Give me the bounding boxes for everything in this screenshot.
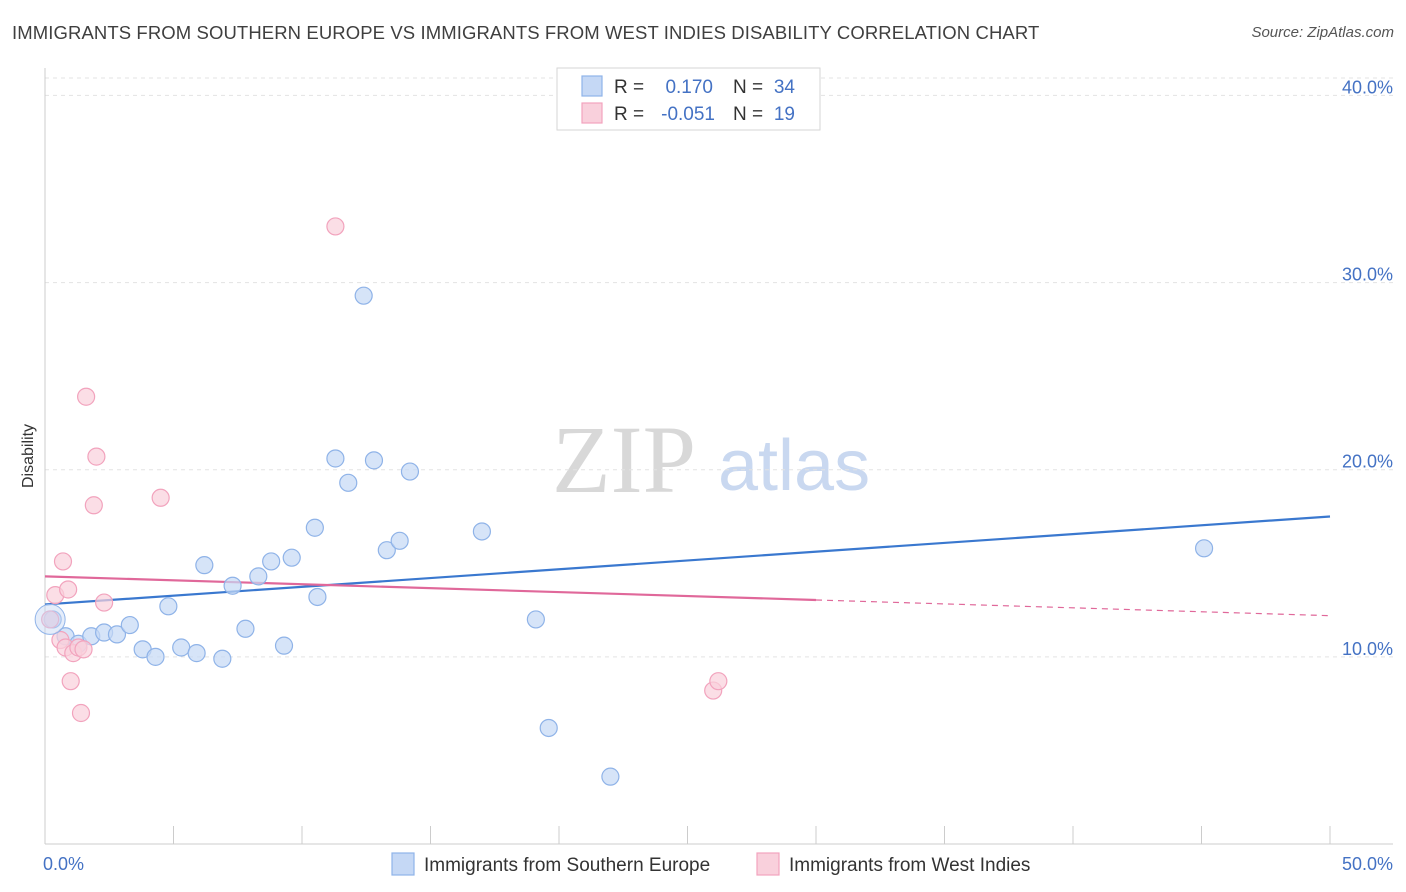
point-s0-19 — [282, 548, 301, 567]
stats-legend: R = 0.170 N = 34 R = -0.051 N = 19 — [556, 67, 821, 131]
point-s0-29 — [472, 522, 491, 541]
point-s1-5 — [59, 580, 78, 599]
point-s1-11 — [77, 387, 96, 406]
trend-line-1 — [44, 575, 817, 602]
point-s0-26 — [377, 541, 396, 560]
point-s0-28 — [400, 462, 420, 481]
point-s1-15 — [151, 488, 170, 507]
point-s0-32 — [601, 767, 620, 786]
trend-lines — [44, 515, 1331, 617]
y-tick-label-2: 30.0% — [1342, 265, 1393, 285]
point-s0-17 — [262, 552, 281, 571]
legend-r-value-1: -0.051 — [661, 104, 715, 125]
point-s0-23 — [339, 473, 358, 492]
point-s0-22 — [326, 449, 345, 468]
x-tick-label-1: 50.0% — [1342, 854, 1393, 874]
point-s0-24 — [354, 286, 373, 305]
trend-line-dashed-1 — [815, 599, 1331, 617]
point-s0-21 — [308, 587, 327, 607]
point-s1-12 — [84, 496, 103, 515]
legend-swatch-west-indies — [581, 102, 603, 124]
point-s0-18 — [274, 636, 294, 655]
legend-n-value-0: 34 — [774, 77, 796, 98]
series-legend: Immigrants from Southern Europe Immigran… — [391, 852, 1030, 876]
trend-line-0 — [44, 515, 1331, 606]
point-s0-27 — [390, 531, 409, 550]
point-s0-5 — [107, 625, 127, 644]
point-s1-13 — [87, 447, 106, 466]
legend-r-label-0: R = — [614, 77, 644, 98]
axes: 10.0% 20.0% 30.0% 40.0% 0.0% 50.0% — [43, 68, 1393, 874]
point-s0-13 — [213, 649, 232, 668]
point-s1-0 — [41, 610, 60, 629]
y-tick-label-3: 40.0% — [1342, 77, 1393, 97]
point-s1-14 — [95, 593, 114, 612]
point-s1-3 — [53, 552, 73, 571]
watermark-atlas: atlas — [718, 426, 870, 506]
y-tick-label-1: 20.0% — [1342, 452, 1393, 472]
point-s0-25 — [364, 451, 384, 470]
watermark-zip: ZIP — [552, 406, 696, 513]
point-s0-11 — [187, 644, 206, 663]
series-legend-label-southern-europe: Immigrants from Southern Europe — [424, 855, 710, 876]
source-credit: Source: ZipAtlas.com — [1251, 24, 1394, 41]
data-points — [34, 217, 1214, 786]
point-cluster-origin — [34, 603, 66, 635]
point-s1-6 — [61, 672, 80, 691]
y-axis-title: Disability — [20, 424, 37, 488]
point-s1-18 — [709, 672, 728, 691]
point-s0-12 — [195, 556, 214, 575]
gridlines — [45, 77, 1393, 658]
point-s0-14 — [223, 576, 242, 595]
legend-r-value-0: 0.170 — [665, 77, 713, 98]
point-s0-20 — [305, 518, 324, 537]
point-s1-10 — [74, 640, 93, 659]
legend-r-label-1: R = — [614, 104, 644, 125]
point-s0-16 — [249, 567, 268, 586]
point-s0-33 — [1194, 539, 1214, 558]
point-s0-30 — [526, 610, 545, 629]
x-tick-label-0: 0.0% — [43, 854, 84, 874]
point-s0-15 — [236, 619, 255, 638]
point-s0-31 — [539, 718, 558, 738]
point-s0-8 — [146, 647, 165, 666]
legend-n-label-0: N = — [733, 77, 763, 98]
legend-swatch-southern-europe — [581, 75, 603, 97]
watermark: ZIP atlas — [552, 406, 870, 513]
chart-title: IMMIGRANTS FROM SOUTHERN EUROPE VS IMMIG… — [12, 22, 1040, 43]
legend-n-value-1: 19 — [774, 104, 795, 125]
legend-n-label-1: N = — [733, 104, 763, 125]
series-legend-swatch-west-indies — [756, 852, 780, 876]
y-tick-label-0: 10.0% — [1342, 639, 1393, 659]
point-s1-9 — [71, 703, 91, 723]
point-s0-6 — [120, 615, 139, 635]
point-s1-16 — [326, 217, 345, 236]
series-legend-swatch-southern-europe — [391, 852, 415, 876]
point-s0-9 — [159, 597, 178, 616]
point-s0-10 — [172, 638, 191, 657]
series-legend-label-west-indies: Immigrants from West Indies — [789, 855, 1030, 876]
